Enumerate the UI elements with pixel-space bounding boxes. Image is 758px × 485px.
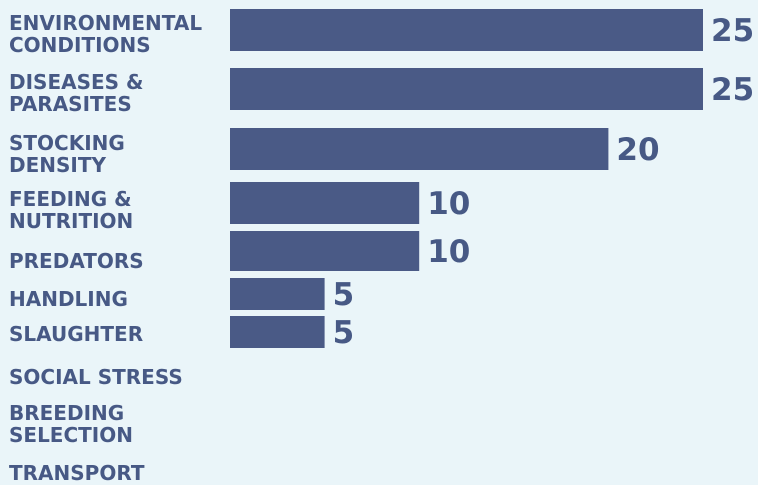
bar — [230, 182, 420, 224]
category-label: PREDATORS — [9, 249, 144, 273]
category-label-line: SELECTION — [9, 423, 133, 447]
category-label: BREEDING SELECTION — [9, 401, 133, 447]
bar — [230, 316, 325, 348]
category-label: HANDLING — [9, 287, 128, 311]
category-label-line: STOCKING — [9, 131, 125, 155]
value-labels-group: 25 25 20 10 10 55 — [333, 13, 755, 351]
category-label-line: PREDATORS — [9, 249, 144, 273]
category-label: SLAUGHTER — [9, 322, 143, 346]
value-label: 25 — [711, 13, 754, 49]
category-label: TRANSPORT — [9, 461, 145, 485]
bar — [230, 128, 609, 170]
category-labels-group: ENVIRONMENTAL CONDITIONS DISEASES & PARASIT… — [9, 11, 202, 485]
category-label-line: PARASITES — [9, 92, 132, 116]
value-label: 10 — [427, 234, 470, 270]
category-label-line: CONDITIONS — [9, 33, 151, 57]
category-label-line: NUTRITION — [9, 209, 133, 233]
category-label-line: BREEDING — [9, 401, 124, 425]
category-label: DISEASES & PARASITES — [9, 70, 143, 116]
category-label-line: DISEASES & — [9, 70, 143, 94]
category-label: STOCKING DENSITY — [9, 131, 125, 177]
value-label: 20 — [616, 132, 659, 168]
value-label: 25 — [711, 72, 754, 108]
value-label: 10 — [427, 186, 470, 222]
category-label: SOCIAL STRESS — [9, 365, 183, 389]
category-label-line: DENSITY — [9, 153, 106, 177]
category-label-line: ENVIRONMENTAL — [9, 11, 202, 35]
category-label: FEEDING & NUTRITION — [9, 187, 133, 233]
bars-group — [230, 9, 703, 348]
category-label-line: HANDLING — [9, 287, 128, 311]
bar — [230, 68, 703, 110]
value-label: 5 — [333, 277, 355, 313]
bar — [230, 278, 325, 310]
category-label: ENVIRONMENTAL CONDITIONS — [9, 11, 202, 57]
category-label-line: SOCIAL STRESS — [9, 365, 183, 389]
bar — [230, 9, 703, 51]
category-label-line: SLAUGHTER — [9, 322, 143, 346]
bar — [230, 231, 420, 271]
value-label: 5 — [333, 315, 355, 351]
category-label-line: TRANSPORT — [9, 461, 145, 485]
category-label-line: FEEDING & — [9, 187, 132, 211]
